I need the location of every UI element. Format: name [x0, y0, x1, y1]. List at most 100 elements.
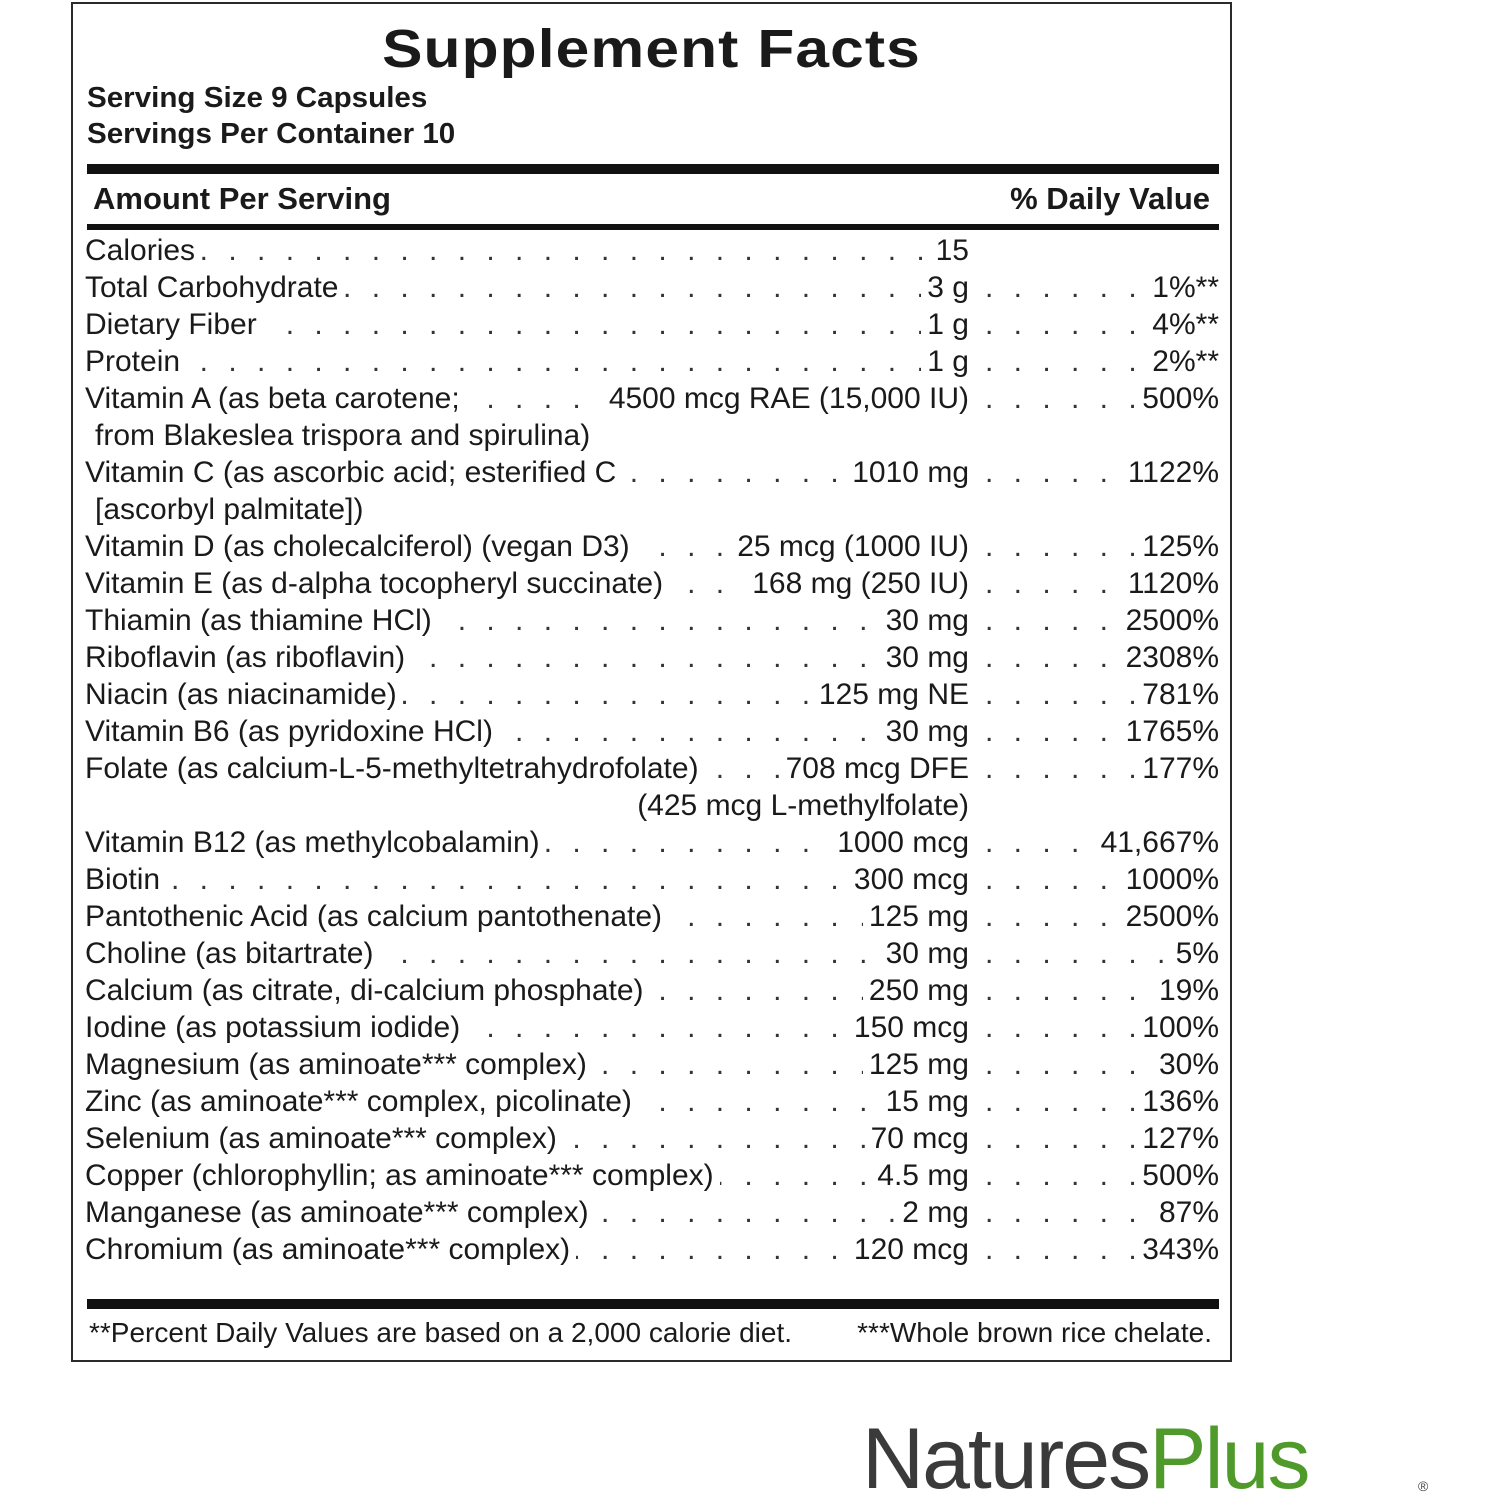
nutrient-name: Selenium (as aminoate*** complex): [85, 1120, 563, 1157]
nutrient-row: . . . . . . . . . . . . . . . . . . . . …: [85, 1120, 1219, 1157]
nutrient-daily-value: 127%: [1136, 1120, 1219, 1157]
nutrient-amount: 4.5 mg: [871, 1157, 969, 1194]
nutrient-name: Vitamin D (as cholecalciferol) (vegan D3…: [85, 528, 636, 565]
daily-value-footnote: **Percent Daily Values are based on a 2,…: [89, 1317, 793, 1348]
chelate-footnote: ***Whole brown rice chelate.: [857, 1317, 1212, 1348]
nutrient-list: . . . . . . . . . . . . . . . . . . . . …: [85, 232, 1219, 1268]
nutrient-amount: 30 mg: [879, 639, 969, 676]
nutrient-row: . . . . . . . . . . . . . . . . . . . . …: [85, 1046, 1219, 1083]
nutrient-daily-value: 1120%: [1121, 565, 1219, 602]
nutrient-daily-value: 1%**: [1146, 269, 1219, 306]
nutrient-row: . . . . . . . . . . . . . . . . . . . . …: [85, 1157, 1219, 1194]
nutrient-row: . . . . . . . . . . . . . . . . . . . . …: [85, 824, 1219, 861]
nutrient-name: Manganese (as aminoate*** complex): [85, 1194, 595, 1231]
nutrient-name: Vitamin E (as d-alpha tocopheryl succina…: [85, 565, 670, 602]
nutrient-daily-value: 30%: [1152, 1046, 1219, 1083]
nutrient-daily-value: 1122%: [1121, 454, 1219, 491]
nutrient-daily-value: 136%: [1136, 1083, 1219, 1120]
nutrient-daily-value: 2500%: [1119, 602, 1219, 639]
dot-leader: . . . . . . . . . . . . . . . . . . . . …: [85, 345, 969, 378]
nutrient-row: . . . . . . . . . . . . . . . . . . . . …: [85, 676, 1219, 713]
nutrient-name: Riboflavin (as riboflavin): [85, 639, 412, 676]
nutrient-daily-value: 41,667%: [1094, 824, 1219, 861]
nutrient-name: Vitamin C (as ascorbic acid; esterified …: [85, 454, 623, 491]
nutrient-name: Copper (chlorophyllin; as aminoate*** co…: [85, 1157, 720, 1194]
nutrient-daily-value: 1765%: [1119, 713, 1219, 750]
nutrient-row: . . . . . . . . . . . . . . . . . . . . …: [85, 639, 1219, 676]
nutrient-name: Vitamin B12 (as methylcobalamin): [85, 824, 546, 861]
nutrient-name: Total Carbohydrate: [85, 269, 345, 306]
nutrient-amount: 3 g: [921, 269, 969, 306]
nutrient-amount: 1 g: [921, 343, 969, 380]
nutrient-daily-value: 177%: [1136, 750, 1219, 787]
nutrient-row: . . . . . . . . . . . . . . . . . . . . …: [85, 1231, 1219, 1268]
nutrient-name: Protein: [85, 343, 187, 380]
nutrient-row: . . . . . . . . . . . . . . . . . . . . …: [85, 454, 1219, 528]
nutrient-name: Calories: [85, 232, 202, 269]
nutrient-daily-value: 500%: [1136, 380, 1219, 417]
nutrient-daily-value: 5%: [1169, 935, 1219, 972]
nutrient-amount: 70 mcg: [864, 1120, 969, 1157]
nutrient-row: . . . . . . . . . . . . . . . . . . . . …: [85, 1194, 1219, 1231]
nutrient-amount: 30 mg: [879, 602, 969, 639]
nutrient-amount: 168 mg (250 IU): [746, 565, 969, 602]
nutrient-name: Chromium (as aminoate*** complex): [85, 1231, 577, 1268]
nutrient-amount: 30 mg: [879, 935, 969, 972]
nutrient-row: . . . . . . . . . . . . . . . . . . . . …: [85, 1009, 1219, 1046]
nutrient-daily-value: 343%: [1136, 1231, 1219, 1268]
nutrient-name: Choline (as bitartrate): [85, 935, 380, 972]
nutrient-daily-value: 500%: [1136, 1157, 1219, 1194]
nutrient-amount: 125 mg: [862, 898, 969, 935]
brand-logo-part2: Plus: [1149, 1411, 1310, 1507]
nutrient-row: . . . . . . . . . . . . . . . . . . . . …: [85, 528, 1219, 565]
nutrient-daily-value: 19%: [1152, 972, 1219, 1009]
nutrient-daily-value: 2308%: [1119, 639, 1219, 676]
nutrient-daily-value: 125%: [1136, 528, 1219, 565]
amount-per-serving-header: Amount Per Serving: [93, 181, 391, 216]
nutrient-amount: 1 g: [921, 306, 969, 343]
nutrient-daily-value: 100%: [1136, 1009, 1219, 1046]
serving-size: Serving Size 9 Capsules: [87, 82, 428, 114]
nutrient-name-continued: from Blakeslea trispora and spirulina): [95, 417, 591, 454]
nutrient-row: . . . . . . . . . . . . . . . . . . . . …: [85, 1083, 1219, 1120]
nutrient-name: Iodine (as potassium iodide): [85, 1009, 467, 1046]
daily-value-header: % Daily Value: [1010, 181, 1210, 216]
nutrient-name: Folate (as calcium-L-5-methyltetrahydrof…: [85, 750, 705, 787]
nutrient-name: Calcium (as citrate, di-calcium phosphat…: [85, 972, 650, 1009]
panel-title: Supplement Facts: [382, 19, 921, 79]
nutrient-amount: 25 mcg (1000 IU): [731, 528, 969, 565]
dot-leader: . . . . . . . . . . . . . . . . . . . . …: [85, 863, 969, 896]
nutrient-amount: 708 mcg DFE: [779, 750, 969, 787]
nutrient-row: . . . . . . . . . . . . . . . . . . . . …: [85, 343, 1219, 380]
nutrient-amount-continued: (425 mcg L-methylfolate): [637, 787, 969, 824]
dot-leader: . . . . . . . . . . . . . . . . . . . . …: [85, 234, 969, 267]
nutrient-name: Dietary Fiber: [85, 306, 263, 343]
nutrient-row: . . . . . . . . . . . . . . . . . . . . …: [85, 232, 1219, 269]
nutrient-amount: 4500 mcg RAE (15,000 IU): [602, 380, 969, 417]
nutrient-name-continued: [ascorbyl palmitate]): [95, 491, 364, 528]
nutrient-amount: 15 mg: [879, 1083, 969, 1120]
nutrient-amount: 250 mg: [862, 972, 969, 1009]
nutrient-row: . . . . . . . . . . . . . . . . . . . . …: [85, 935, 1219, 972]
brand-logo: NaturesPlus: [862, 1410, 1310, 1509]
nutrient-amount: 1010 mg: [846, 454, 969, 491]
nutrient-daily-value: 781%: [1136, 676, 1219, 713]
nutrient-row: . . . . . . . . . . . . . . . . . . . . …: [85, 861, 1219, 898]
nutrient-row: . . . . . . . . . . . . . . . . . . . . …: [85, 565, 1219, 602]
thick-divider-top: [87, 164, 1219, 174]
nutrient-name: Niacin (as niacinamide): [85, 676, 403, 713]
nutrient-name: Biotin: [85, 861, 167, 898]
nutrient-row: . . . . . . . . . . . . . . . . . . . . …: [85, 713, 1219, 750]
divider-under-header: [87, 224, 1219, 230]
nutrient-name: Vitamin B6 (as pyridoxine HCl): [85, 713, 499, 750]
nutrient-row: . . . . . . . . . . . . . . . . . . . . …: [85, 898, 1219, 935]
nutrient-row: . . . . . . . . . . . . . . . . . . . . …: [85, 750, 1219, 824]
nutrient-name: Zinc (as aminoate*** complex, picolinate…: [85, 1083, 638, 1120]
nutrient-name: Pantothenic Acid (as calcium pantothenat…: [85, 898, 669, 935]
nutrient-daily-value: 2%**: [1146, 343, 1219, 380]
nutrient-daily-value: 2500%: [1119, 898, 1219, 935]
nutrient-name: Magnesium (as aminoate*** complex): [85, 1046, 593, 1083]
nutrient-amount: 125 mg NE: [812, 676, 969, 713]
nutrient-name: Vitamin A (as beta carotene;: [85, 380, 466, 417]
nutrient-amount: 1000 mcg: [831, 824, 969, 861]
